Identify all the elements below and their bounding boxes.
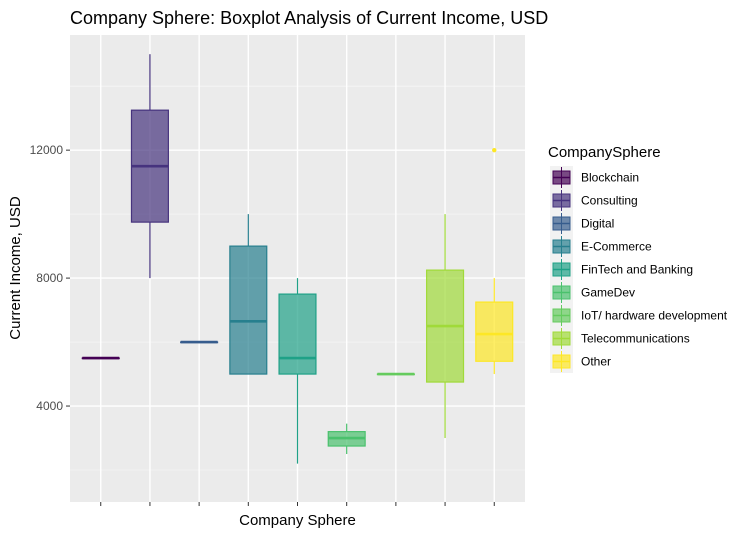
- legend-item: Blockchain: [550, 166, 639, 189]
- box-blockchain: [81, 356, 120, 360]
- box-fintech-and-banking: [278, 278, 317, 464]
- legend-label: Blockchain: [581, 171, 639, 185]
- legend-item: GameDev: [550, 281, 635, 304]
- legend-item: Other: [550, 350, 611, 373]
- chart-title: Company Sphere: Boxplot Analysis of Curr…: [70, 8, 548, 28]
- legend-label: E-Commerce: [581, 240, 652, 254]
- legend-label: GameDev: [581, 286, 635, 300]
- legend-label: Digital: [581, 217, 614, 231]
- box-consulting: [130, 54, 169, 279]
- box-telecommunications: [426, 214, 465, 439]
- legend-item: Digital: [550, 212, 614, 235]
- legend-label: Telecommunications: [581, 332, 690, 346]
- outlier-point: [492, 147, 497, 153]
- y-axis-label: Current Income, USD: [7, 196, 24, 340]
- legend-label: IoT/ hardware development: [581, 309, 728, 323]
- box-gamedev: [327, 423, 366, 455]
- box-digital: [180, 340, 219, 344]
- y-tick-label: 12000: [30, 143, 64, 157]
- legend-label: Other: [581, 355, 611, 369]
- box-iqr: [278, 293, 317, 375]
- box-other: [475, 147, 514, 375]
- box-series: [81, 54, 514, 464]
- legend: Blockchain Consulting Digital E-Commerce Fin…: [550, 166, 728, 373]
- legend-label: FinTech and Banking: [581, 263, 693, 277]
- legend-item: Telecommunications: [550, 327, 690, 350]
- legend-item: E-Commerce: [550, 235, 652, 258]
- y-tick-label: 8000: [36, 271, 63, 285]
- box-e-commerce: [229, 214, 268, 375]
- box-iqr: [475, 301, 514, 362]
- legend-item: Consulting: [550, 189, 638, 212]
- x-axis-label: Company Sphere: [239, 512, 356, 529]
- legend-item: IoT/ hardware development: [550, 304, 728, 327]
- box-iot-hardware-development: [376, 372, 415, 376]
- legend-label: Consulting: [581, 194, 638, 208]
- box-iqr: [229, 245, 268, 375]
- axes: 4000 8000 12000: [30, 143, 495, 506]
- y-tick-label: 4000: [36, 399, 63, 413]
- legend-title: CompanySphere: [548, 144, 661, 161]
- legend-item: FinTech and Banking: [550, 258, 693, 281]
